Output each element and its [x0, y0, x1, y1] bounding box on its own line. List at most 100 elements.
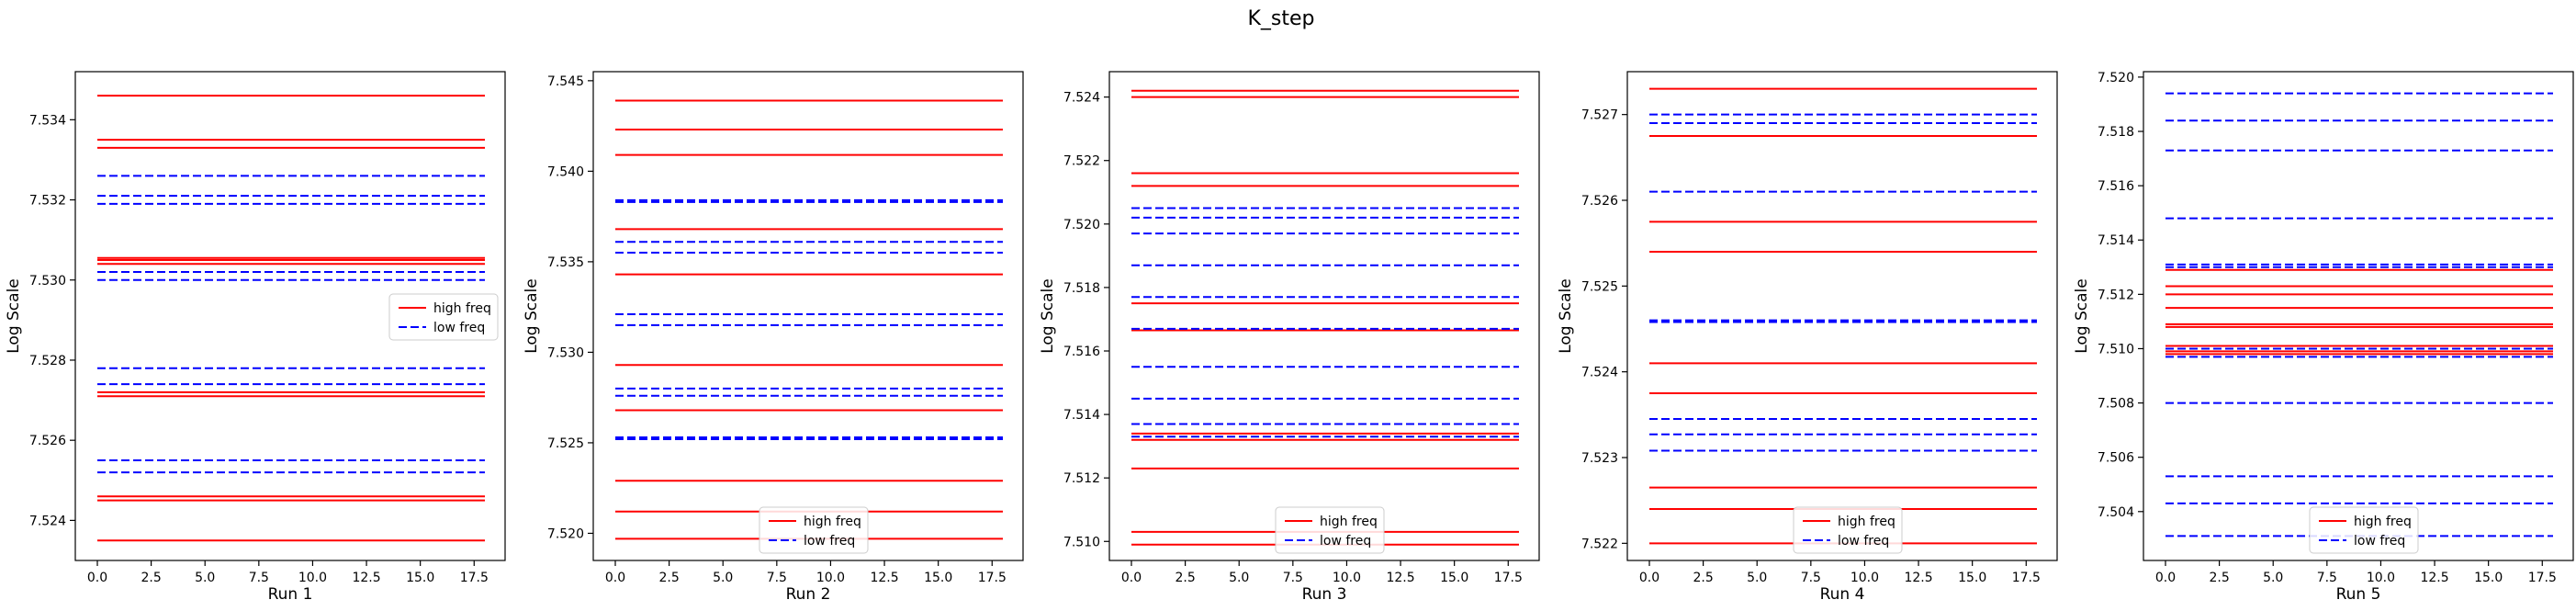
x-tick-label-7: 15.0	[924, 571, 952, 585]
plot-frame	[2143, 71, 2574, 561]
legend: high freq low freq	[1793, 506, 1903, 554]
legend-box	[759, 506, 869, 554]
x-tick-label-6: 12.5	[1904, 571, 1932, 585]
x-tick-label-2: 2.5	[658, 571, 679, 585]
x-tick-label-4: 7.5	[1801, 571, 1821, 585]
x-tick-label-4: 7.5	[2317, 571, 2337, 585]
y-tick-label-4: 7.510	[2098, 342, 2134, 356]
x-tick-label-8: 17.5	[978, 571, 1007, 585]
y-tick-label-1: 7.520	[547, 526, 584, 541]
y-axis-label: Log Scale	[523, 278, 541, 354]
plot-frame	[74, 71, 506, 561]
legend-box	[1793, 506, 1903, 554]
y-tick-label-5: 7.532	[29, 194, 66, 209]
x-tick-label-2: 2.5	[1693, 571, 1713, 585]
x-tick-label-1: 0.0	[87, 571, 107, 585]
x-axis-label: Run 2	[786, 585, 831, 604]
x-tick-label-5: 10.0	[298, 571, 327, 585]
y-tick-label-1: 7.522	[1581, 537, 1618, 551]
y-tick-label-4: 7.530	[29, 274, 66, 289]
legend-box	[1275, 506, 1385, 554]
y-tick-label-6: 7.534	[29, 113, 66, 128]
x-tick-label-8: 17.5	[460, 571, 489, 585]
y-tick-label-2: 7.512	[1063, 471, 1100, 486]
x-tick-label-4: 7.5	[1283, 571, 1303, 585]
y-tick-label-6: 7.520	[1063, 218, 1100, 232]
y-tick-label-3: 7.524	[1581, 366, 1618, 380]
x-tick-label-7: 15.0	[2474, 571, 2503, 585]
plot-frame	[1108, 71, 1540, 561]
x-tick-label-1: 0.0	[1639, 571, 1659, 585]
x-axis-label: Run 4	[1820, 585, 1865, 604]
x-axis-label: Run 1	[268, 585, 313, 604]
y-tick-label-3: 7.514	[1063, 408, 1100, 423]
y-tick-label-1: 7.524	[29, 514, 66, 528]
legend-label-2: low freq	[2354, 534, 2405, 549]
panel-2: 7.520 7.525 7.530 7.535 7.540 7.545 0.0 2.5 5.0 7…	[523, 71, 1024, 604]
y-axis-label: Log Scale	[5, 278, 23, 354]
x-tick-label-7: 15.0	[406, 571, 434, 585]
y-tick-label-6: 7.545	[547, 74, 584, 89]
x-tick-label-6: 12.5	[2420, 571, 2448, 585]
x-axis-label: Run 3	[1302, 585, 1347, 604]
y-tick-label-2: 7.523	[1581, 451, 1618, 466]
legend: high freq low freq	[1275, 506, 1385, 554]
y-tick-label-2: 7.526	[29, 434, 66, 448]
y-tick-label-2: 7.525	[547, 436, 584, 451]
y-tick-label-4: 7.535	[547, 255, 584, 270]
legend: high freq low freq	[388, 293, 499, 341]
x-tick-label-8: 17.5	[1494, 571, 1523, 585]
y-tick-label-4: 7.525	[1581, 279, 1618, 294]
x-tick-label-3: 5.0	[195, 571, 215, 585]
legend-label-1: high freq	[1838, 515, 1895, 529]
x-tick-label-1: 0.0	[1121, 571, 1142, 585]
x-tick-label-6: 12.5	[870, 571, 898, 585]
x-tick-label-3: 5.0	[1747, 571, 1767, 585]
y-axis-label: Log Scale	[2073, 278, 2091, 354]
y-tick-label-5: 7.518	[1063, 281, 1100, 296]
x-tick-label-4: 7.5	[767, 571, 787, 585]
y-tick-label-8: 7.524	[1063, 91, 1100, 106]
legend-label-1: high freq	[2354, 515, 2412, 529]
legend-label-2: low freq	[1838, 534, 1889, 549]
y-tick-label-1: 7.504	[2098, 505, 2134, 520]
x-tick-label-3: 5.0	[2263, 571, 2283, 585]
y-tick-label-3: 7.530	[547, 345, 584, 360]
panel-1: 7.524 7.526 7.528 7.530 7.532 7.534 0.0 2.5 5.0 7…	[5, 71, 506, 604]
y-tick-label-4: 7.516	[1063, 345, 1100, 359]
y-tick-label-8: 7.518	[2098, 125, 2134, 140]
legend-label-2: low freq	[1320, 534, 1371, 549]
y-tick-label-5: 7.526	[1581, 194, 1618, 209]
legend-label-2: low freq	[804, 534, 855, 549]
y-tick-label-7: 7.516	[2098, 179, 2134, 194]
y-tick-label-3: 7.528	[29, 354, 66, 368]
y-tick-label-2: 7.506	[2098, 451, 2134, 466]
y-tick-label-7: 7.522	[1063, 154, 1100, 169]
x-tick-label-8: 17.5	[2528, 571, 2557, 585]
x-tick-label-2: 2.5	[2209, 571, 2229, 585]
x-tick-label-1: 0.0	[2155, 571, 2176, 585]
plot-frame	[1626, 71, 2058, 561]
x-tick-label-4: 7.5	[249, 571, 269, 585]
x-tick-label-1: 0.0	[605, 571, 625, 585]
legend-label-1: high freq	[433, 301, 491, 316]
y-tick-label-5: 7.540	[547, 164, 584, 179]
x-tick-label-5: 10.0	[1850, 571, 1879, 585]
y-tick-label-5: 7.512	[2098, 288, 2134, 302]
y-axis-label: Log Scale	[1039, 278, 1057, 354]
x-tick-label-7: 15.0	[1958, 571, 1986, 585]
legend-box	[388, 293, 499, 341]
x-tick-label-6: 12.5	[352, 571, 380, 585]
x-tick-label-8: 17.5	[2012, 571, 2041, 585]
x-tick-label-3: 5.0	[713, 571, 733, 585]
x-tick-label-5: 10.0	[816, 571, 845, 585]
y-tick-label-6: 7.514	[2098, 233, 2134, 248]
legend: high freq low freq	[2309, 506, 2419, 554]
y-tick-label-1: 7.510	[1063, 535, 1100, 549]
y-tick-label-9: 7.520	[2098, 71, 2134, 85]
panel-4: 7.522 7.523 7.524 7.525 7.526 7.527 0.0 2.5 5.0 7…	[1557, 71, 2058, 604]
legend-label-2: low freq	[433, 321, 485, 335]
panel-5: 7.504 7.506 7.508 7.510 7.512 7.514 7.516 7.518…	[2073, 71, 2574, 604]
